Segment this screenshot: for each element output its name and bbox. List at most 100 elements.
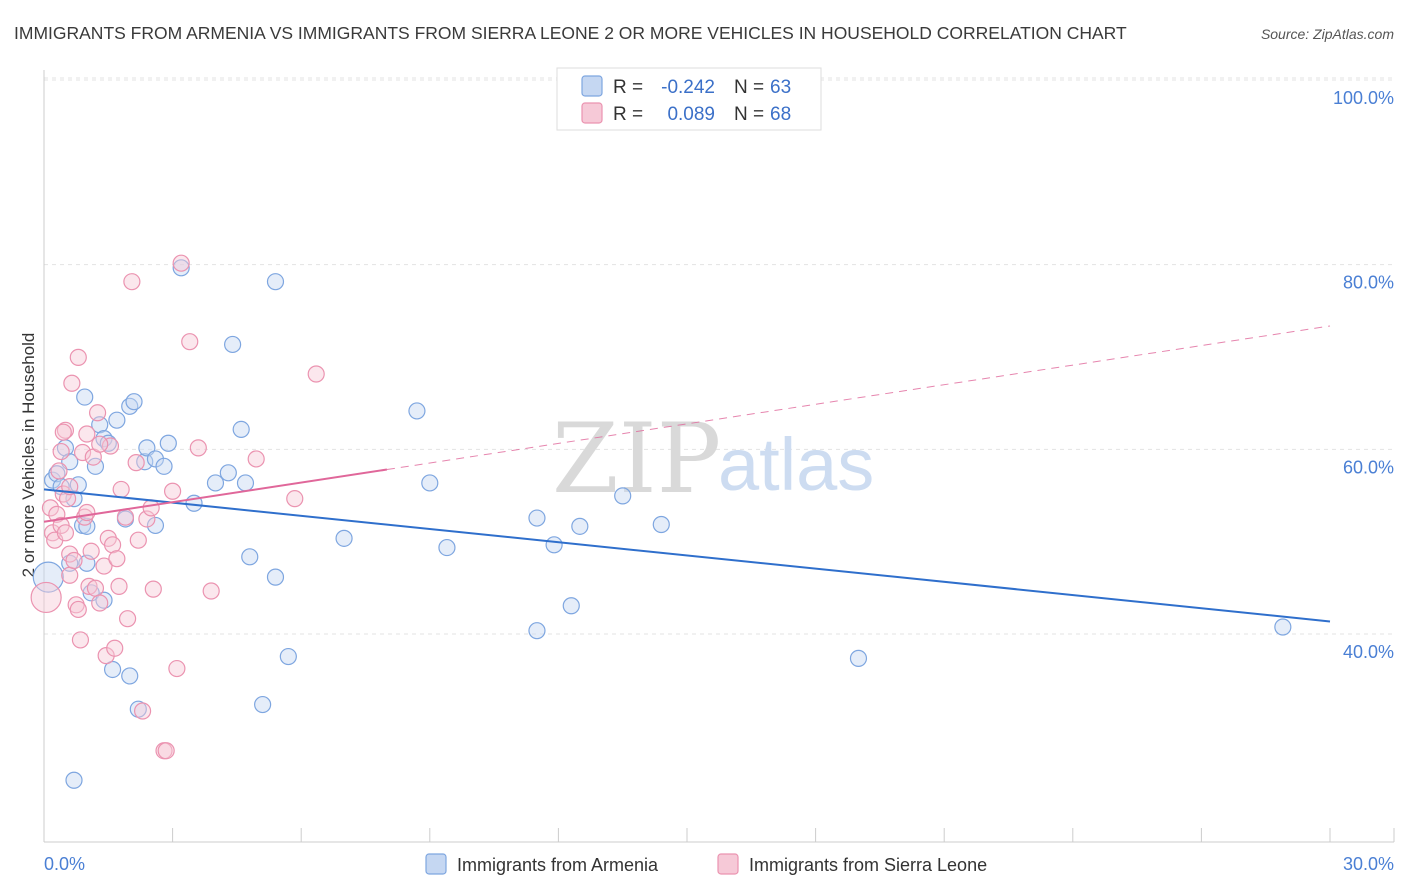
point-sierra-leone-43	[133, 702, 152, 720]
point-sierra-leone-35	[108, 550, 126, 568]
point-sierra-leone-32	[101, 437, 120, 455]
point-armenia-57	[65, 771, 83, 789]
point-sierra-leone-11	[61, 566, 79, 584]
y-tick-label-3: 40.0%	[1343, 642, 1394, 662]
legend-swatch-armenia	[425, 853, 447, 875]
series-sierra-leone-points	[30, 254, 325, 760]
stats-n-value-sierra-leone: 68	[770, 104, 791, 125]
trend-line-armenia	[43, 488, 1331, 623]
x-axis-ticks	[43, 828, 1395, 842]
point-sierra-leone-27	[88, 404, 107, 422]
point-sierra-leone-18	[71, 631, 90, 649]
point-armenia-10	[76, 388, 94, 406]
stats-r-label-armenia: R =	[613, 77, 643, 98]
point-sierra-leone-37	[112, 480, 130, 499]
point-sierra-leone-45	[142, 499, 160, 517]
point-sierra-leone-16	[69, 348, 87, 366]
point-sierra-leone-36	[110, 577, 128, 595]
point-sierra-leone-60	[54, 423, 72, 441]
trend-lines	[43, 325, 1331, 623]
point-armenia-30	[155, 457, 173, 475]
point-sierra-leone-38	[116, 508, 135, 526]
point-armenia-23	[121, 667, 139, 685]
y-tick-label-2: 60.0%	[1343, 457, 1394, 477]
point-sierra-leone-51	[172, 254, 190, 272]
point-sierra-leone-41	[127, 454, 145, 472]
point-sierra-leone-34	[106, 639, 124, 657]
point-armenia-49	[528, 622, 546, 640]
point-sierra-leone-19	[73, 443, 92, 462]
trend-line-sierra-leone-solid	[43, 468, 388, 523]
point-armenia-35	[219, 464, 237, 482]
point-armenia-56	[1274, 618, 1292, 636]
stats-box: R = -0.242 N = 63 R = 0.089 N = 68	[556, 67, 822, 131]
point-sierra-leone-42	[129, 531, 147, 549]
point-sierra-leone-50	[168, 659, 186, 678]
point-armenia-29	[146, 516, 165, 535]
chart-source: Source: ZipAtlas.com	[1261, 26, 1394, 42]
point-armenia-37	[232, 420, 250, 438]
point-sierra-leone-13	[63, 374, 81, 392]
chart-title: IMMIGRANTS FROM ARMENIA VS IMMIGRANTS FR…	[14, 23, 1127, 43]
stats-n-label-armenia: N =	[734, 77, 764, 98]
y-axis-title: 2 or more Vehicles in Household	[19, 333, 38, 578]
point-armenia-55	[849, 649, 868, 667]
point-sierra-leone-5	[50, 462, 68, 480]
point-sierra-leone-28	[91, 594, 109, 612]
x-tick-label-min: 0.0%	[44, 854, 85, 874]
point-armenia-41	[266, 273, 285, 291]
point-armenia-34	[206, 474, 225, 492]
point-armenia-32	[172, 259, 190, 277]
point-armenia-52	[571, 517, 589, 535]
point-armenia-39	[241, 548, 259, 566]
series-armenia-points	[32, 259, 1292, 789]
point-sierra-leone-14	[65, 551, 83, 570]
stats-r-label-sierra-leone: R =	[613, 104, 643, 125]
point-sierra-leone-53	[189, 439, 207, 457]
stats-swatch-armenia	[581, 75, 603, 97]
trend-line-sierra-leone-dashed	[386, 325, 1331, 471]
point-sierra-leone-44	[138, 510, 156, 528]
stats-n-label-sierra-leone: N =	[734, 104, 764, 125]
point-armenia-20	[108, 411, 126, 429]
point-sierra-leone-55	[247, 450, 265, 468]
point-armenia-31	[159, 434, 177, 452]
point-armenia-38	[236, 474, 255, 492]
y-axis-tick-labels: 100.0% 80.0% 60.0% 40.0%	[1333, 88, 1394, 662]
point-sierra-leone-39	[118, 610, 137, 628]
point-sierra-leone-26	[86, 579, 105, 597]
point-sierra-leone-1	[41, 499, 60, 517]
point-sierra-leone-29	[95, 557, 113, 575]
point-sierra-leone-8	[56, 524, 75, 542]
point-armenia-40	[254, 695, 272, 714]
point-sierra-leone-17	[69, 600, 87, 619]
watermark: ZIP atlas	[552, 403, 874, 515]
point-sierra-leone-0	[30, 581, 62, 614]
point-sierra-leone-21	[78, 503, 96, 522]
point-armenia-43	[279, 647, 297, 666]
point-sierra-leone-58	[52, 442, 70, 461]
x-tick-label-max: 30.0%	[1343, 854, 1394, 874]
point-sierra-leone-40	[123, 273, 141, 291]
point-sierra-leone-52	[181, 333, 199, 351]
stats-n-value-armenia: 63	[770, 77, 791, 98]
point-sierra-leone-24	[82, 542, 100, 560]
point-sierra-leone-61	[91, 435, 109, 453]
point-armenia-54	[652, 515, 670, 534]
point-armenia-46	[421, 474, 439, 492]
point-sierra-leone-33	[103, 536, 122, 554]
point-armenia-45	[408, 402, 426, 420]
point-armenia-48	[528, 509, 546, 527]
legend: Immigrants from Armenia Immigrants from …	[425, 853, 987, 875]
watermark-zip: ZIP	[552, 403, 721, 515]
point-sierra-leone-22	[78, 425, 96, 443]
point-sierra-leone-57	[307, 365, 325, 383]
legend-swatch-sierra-leone	[717, 853, 739, 875]
point-sierra-leone-46	[144, 580, 162, 598]
y-tick-label-1: 80.0%	[1343, 273, 1394, 293]
point-armenia-24	[125, 393, 143, 411]
legend-label-armenia: Immigrants from Armenia	[457, 855, 659, 875]
point-armenia-2	[48, 465, 66, 483]
point-sierra-leone-56	[286, 490, 304, 508]
